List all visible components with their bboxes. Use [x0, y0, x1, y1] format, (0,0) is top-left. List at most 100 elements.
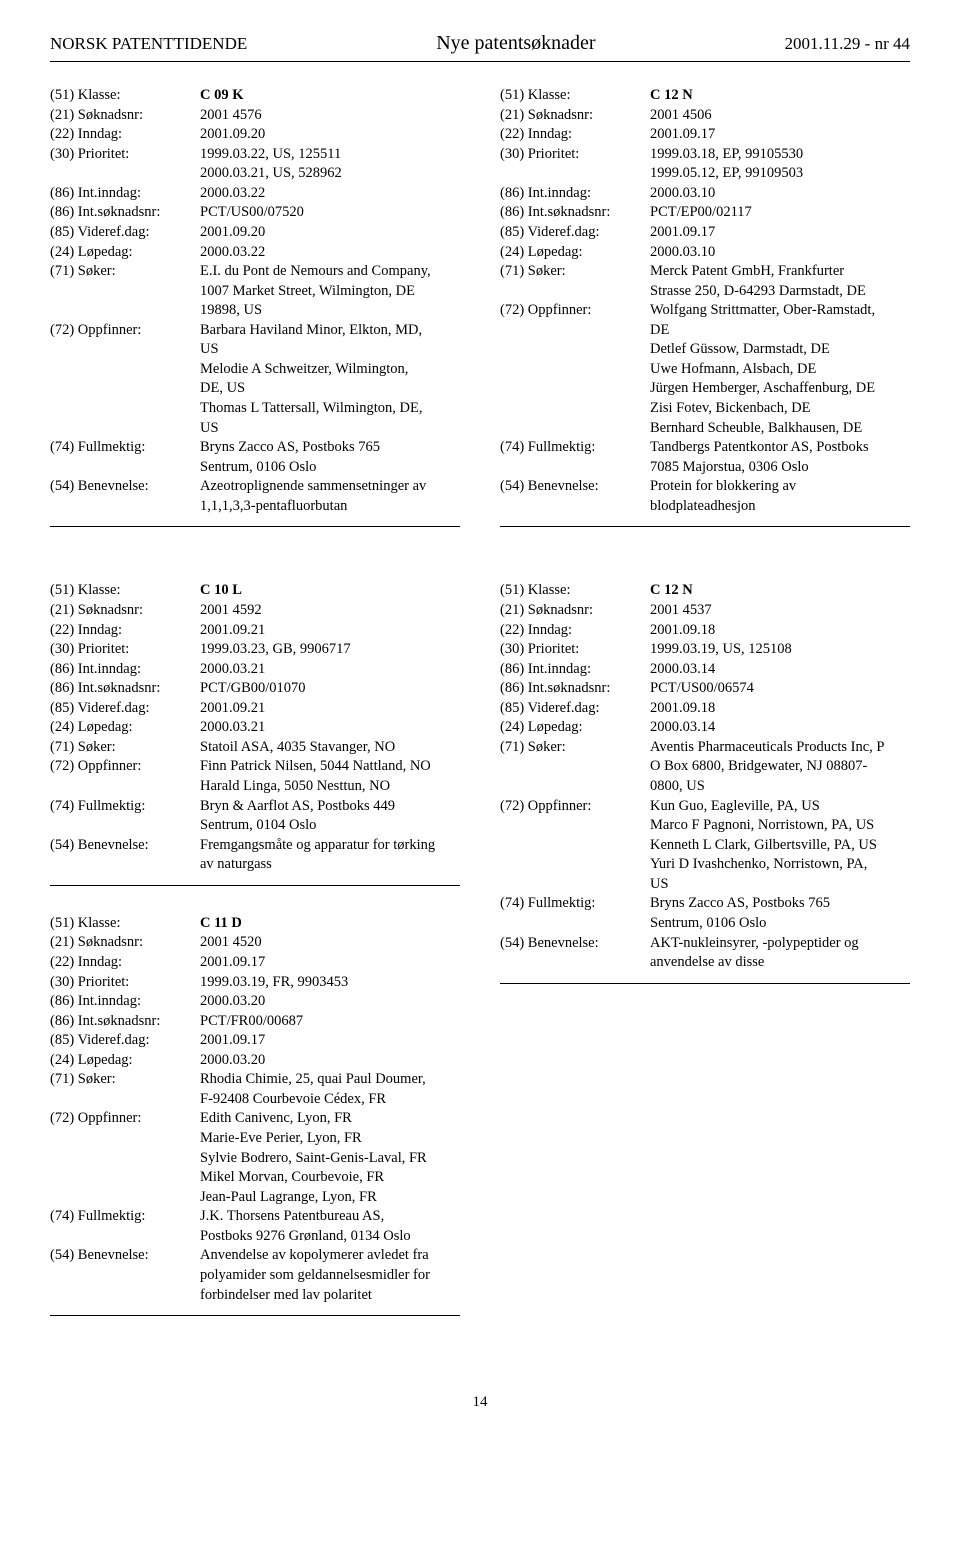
value-opp-2: Marco F Pagnoni, Norristown, PA, US: [500, 816, 910, 836]
value-prioritet: 1999.03.18, EP, 99105530: [650, 145, 910, 165]
value-lopedag: 2000.03.22: [200, 243, 460, 263]
value-opp-4: Yuri D Ivashchenko, Norristown, PA,: [500, 855, 910, 875]
value-soker-3: 19898, US: [50, 301, 460, 321]
entry-c11d: (51) Klasse:C 11 D (21) Søknadsnr:2001 4…: [50, 914, 460, 1316]
label-oppfinner: (72) Oppfinner:: [500, 797, 650, 817]
value-inndag: 2001.09.21: [200, 621, 460, 641]
header-left: NORSK PATENTTIDENDE: [50, 33, 247, 56]
value-oppfinner: Kun Guo, Eagleville, PA, US: [650, 797, 910, 817]
value-inndag: 2001.09.18: [650, 621, 910, 641]
value-full-2: 7085 Majorstua, 0306 Oslo: [500, 458, 910, 478]
label-benevnelse: (54) Benevnelse:: [500, 934, 650, 954]
value-klasse: C 12 N: [650, 582, 693, 598]
label-viderefdag: (85) Videref.dag:: [500, 699, 650, 719]
value-soker: Merck Patent GmbH, Frankfurter: [650, 262, 910, 282]
value-fullmektig: Bryns Zacco AS, Postboks 765: [650, 894, 910, 914]
label-soknadsnr: (21) Søknadsnr:: [500, 601, 650, 621]
label-soker: (71) Søker:: [50, 738, 200, 758]
value-opp-5: Jean-Paul Lagrange, Lyon, FR: [50, 1188, 460, 1208]
separator: [50, 526, 460, 527]
value-opp-4: DE, US: [50, 379, 460, 399]
value-intinndag: 2000.03.14: [650, 660, 910, 680]
label-viderefdag: (85) Videref.dag:: [50, 699, 200, 719]
value-klasse: C 09 K: [200, 87, 244, 103]
value-prioritet: 1999.03.22, US, 125511: [200, 145, 460, 165]
value-opp-6: US: [50, 419, 460, 439]
label-viderefdag: (85) Videref.dag:: [500, 223, 650, 243]
label-klasse: (51) Klasse:: [50, 914, 200, 934]
label-inndag: (22) Inndag:: [50, 953, 200, 973]
value-opp-4: Mikel Morvan, Courbevoie, FR: [50, 1168, 460, 1188]
value-prioritet-2: 1999.05.12, EP, 99109503: [500, 164, 910, 184]
label-soknadsnr: (21) Søknadsnr:: [50, 601, 200, 621]
entry-c09k: (51) Klasse:C 09 K (21) Søknadsnr:2001 4…: [50, 86, 460, 545]
page-number: 14: [50, 1392, 910, 1412]
value-soknadsnr: 2001 4592: [200, 601, 460, 621]
value-soker-2: O Box 6800, Bridgewater, NJ 08807-: [500, 757, 910, 777]
value-prioritet: 1999.03.19, FR, 9903453: [200, 973, 460, 993]
label-oppfinner: (72) Oppfinner:: [50, 1109, 200, 1129]
label-prioritet: (30) Prioritet:: [500, 640, 650, 660]
value-soker-2: Strasse 250, D-64293 Darmstadt, DE: [500, 282, 910, 302]
value-oppfinner: Edith Canivenc, Lyon, FR: [200, 1109, 460, 1129]
separator: [500, 983, 910, 984]
value-soker: Statoil ASA, 4035 Stavanger, NO: [200, 738, 460, 758]
entry-c12n-2: (51) Klasse:C 12 N (21) Søknadsnr:2001 4…: [500, 581, 910, 1344]
value-inndag: 2001.09.17: [650, 125, 910, 145]
label-inndag: (22) Inndag:: [500, 125, 650, 145]
entry-c12n-1: (51) Klasse:C 12 N (21) Søknadsnr:2001 4…: [500, 86, 910, 545]
value-intinndag: 2000.03.20: [200, 992, 460, 1012]
label-soknadsnr: (21) Søknadsnr:: [500, 106, 650, 126]
value-benevnelse: Protein for blokkering av: [650, 477, 910, 497]
value-intsoknadsnr: PCT/US00/07520: [200, 203, 460, 223]
value-benevnelse: Fremgangsmåte og apparatur for tørking: [200, 836, 460, 856]
value-benevnelse: AKT-nukleinsyrer, -polypeptider og: [650, 934, 910, 954]
value-klasse: C 12 N: [650, 87, 693, 103]
value-opp-3: Melodie A Schweitzer, Wilmington,: [50, 360, 460, 380]
label-lopedag: (24) Løpedag:: [50, 243, 200, 263]
value-viderefdag: 2001.09.17: [650, 223, 910, 243]
value-intsoknadsnr: PCT/EP00/02117: [650, 203, 910, 223]
label-intinndag: (86) Int.inndag:: [500, 660, 650, 680]
label-fullmektig: (74) Fullmektig:: [50, 438, 200, 458]
page-header: NORSK PATENTTIDENDE Nye patentsøknader 2…: [50, 30, 910, 62]
value-soker: Rhodia Chimie, 25, quai Paul Doumer,: [200, 1070, 460, 1090]
value-ben-2: anvendelse av disse: [500, 953, 910, 973]
value-soker-2: F-92408 Courbevoie Cédex, FR: [50, 1090, 460, 1110]
label-intinndag: (86) Int.inndag:: [50, 184, 200, 204]
row-2: (51) Klasse:C 10 L (21) Søknadsnr:2001 4…: [50, 581, 910, 1344]
value-oppfinner: Barbara Haviland Minor, Elkton, MD,: [200, 321, 460, 341]
label-soker: (71) Søker:: [500, 738, 650, 758]
value-ben-2: av naturgass: [50, 855, 460, 875]
value-opp-5: Jürgen Hemberger, Aschaffenburg, DE: [500, 379, 910, 399]
value-oppfinner: Wolfgang Strittmatter, Ober-Ramstadt,: [650, 301, 910, 321]
label-inndag: (22) Inndag:: [50, 125, 200, 145]
value-benevnelse: Azeotroplignende sammensetninger av: [200, 477, 460, 497]
left-col: (51) Klasse:C 10 L (21) Søknadsnr:2001 4…: [50, 581, 460, 1344]
label-lopedag: (24) Løpedag:: [500, 243, 650, 263]
value-intinndag: 2000.03.10: [650, 184, 910, 204]
value-opp-6: Zisi Fotev, Bickenbach, DE: [500, 399, 910, 419]
label-klasse: (51) Klasse:: [50, 581, 200, 601]
label-intsoknadsnr: (86) Int.søknadsnr:: [500, 679, 650, 699]
label-soker: (71) Søker:: [50, 262, 200, 282]
value-prioritet: 1999.03.23, GB, 9906717: [200, 640, 460, 660]
value-viderefdag: 2001.09.18: [650, 699, 910, 719]
value-prioritet: 1999.03.19, US, 125108: [650, 640, 910, 660]
value-lopedag: 2000.03.14: [650, 718, 910, 738]
value-opp-2: DE: [500, 321, 910, 341]
label-viderefdag: (85) Videref.dag:: [50, 223, 200, 243]
separator: [500, 526, 910, 527]
value-opp-4: Uwe Hofmann, Alsbach, DE: [500, 360, 910, 380]
value-fullmektig: Bryns Zacco AS, Postboks 765: [200, 438, 460, 458]
label-prioritet: (30) Prioritet:: [50, 145, 200, 165]
label-benevnelse: (54) Benevnelse:: [500, 477, 650, 497]
value-full-2: Postboks 9276 Grønland, 0134 Oslo: [50, 1227, 460, 1247]
label-prioritet: (30) Prioritet:: [50, 973, 200, 993]
label-benevnelse: (54) Benevnelse:: [50, 836, 200, 856]
value-lopedag: 2000.03.20: [200, 1051, 460, 1071]
value-soknadsnr: 2001 4520: [200, 933, 460, 953]
value-opp-2: Harald Linga, 5050 Nesttun, NO: [50, 777, 460, 797]
header-right: 2001.11.29 - nr 44: [785, 33, 910, 56]
value-full-2: Sentrum, 0106 Oslo: [500, 914, 910, 934]
